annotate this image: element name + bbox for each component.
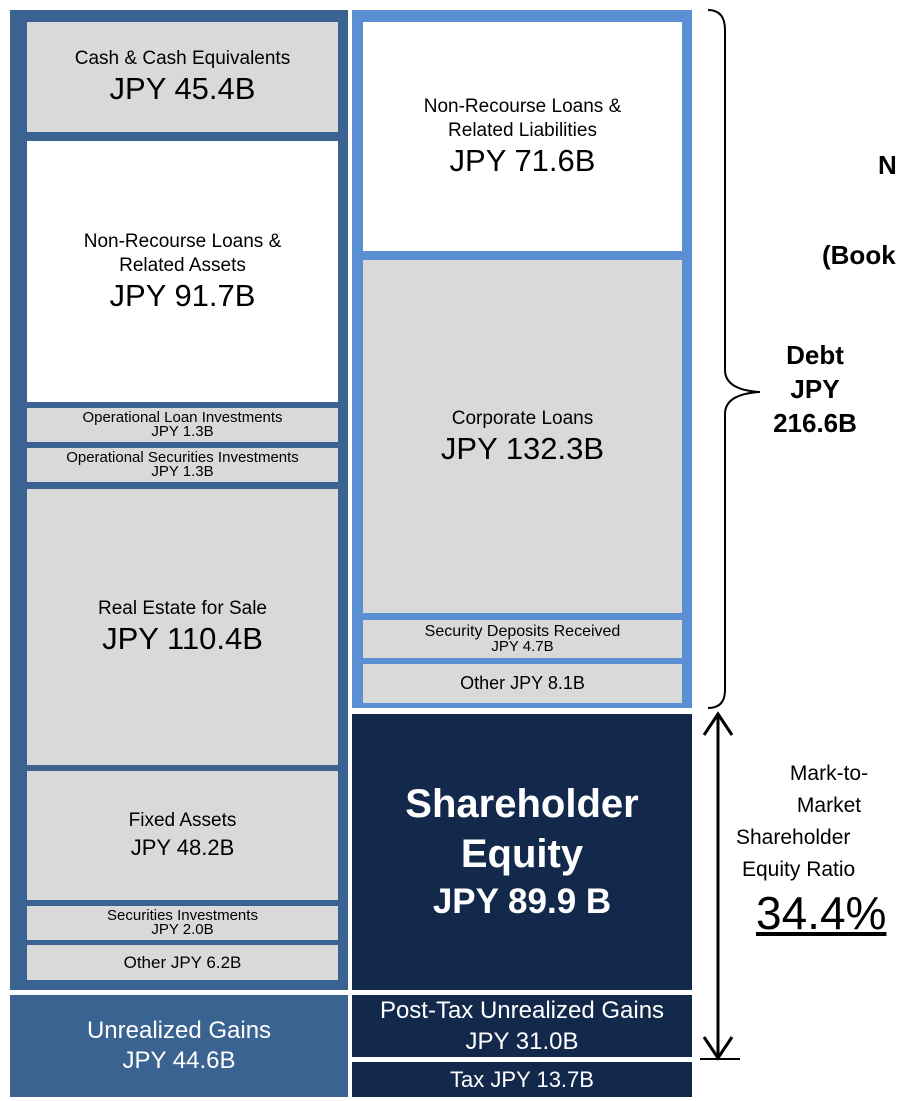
liability-box: Security Deposits Received JPY 4.7B [363,620,682,658]
asset-label: Real Estate for Sale [98,598,267,619]
asset-value: JPY 91.7B [109,277,256,313]
unrealized-label: Unrealized Gains [86,1017,272,1044]
unrealized-value: JPY 44.6B [122,1047,236,1074]
liability-box: Corporate Loans JPY 132.3B [363,260,682,613]
asset-box: Securities Investments JPY 2.0B [27,906,338,940]
asset-label: Cash & Cash Equivalents [74,48,291,69]
asset-box: Operational Securities Investments JPY 1… [27,448,338,482]
ratio-label: Mark-to- Market Shareholder Equity Ratio [734,758,924,886]
asset-label: Operational Loan Investments [82,409,283,426]
asset-box: Other JPY 6.2B [27,945,338,980]
ratio-line: Equity Ratio [742,858,856,881]
debt-line: JPY [790,374,840,404]
ratio-line: Mark-to- [789,762,869,785]
asset-value: JPY 1.3B [151,423,214,440]
liability-value: JPY 4.7B [491,638,554,655]
asset-box: Non-Recourse Loans & Related Assets JPY … [27,141,338,402]
ratio-line: Shareholder [736,826,851,849]
asset-box: Real Estate for Sale JPY 110.4B [27,489,338,765]
unrealized-box: Unrealized Gains JPY 44.6B [10,995,348,1097]
asset-value: JPY 48.2B [130,834,235,860]
equity-value: JPY 89.9 B [432,882,612,921]
debt-label: Debt JPY 216.6B [760,338,870,440]
asset-value: JPY 110.4B [102,621,263,656]
asset-box: Cash & Cash Equivalents JPY 45.4B [27,22,338,132]
ratio-value: 34.4% [756,887,887,939]
liability-label: Security Deposits Received [424,623,621,640]
liability-label: Corporate Loans [451,407,594,429]
liability-box: Non-Recourse Loans & Related Liabilities… [363,22,682,251]
post-tax-box: Post-Tax Unrealized Gains JPY 31.0B [352,995,692,1057]
asset-label: Securities Investments [107,907,258,924]
tax-box: Tax JPY 13.7B [352,1062,692,1097]
asset-label: Other JPY 6.2B [123,952,242,972]
tax-label: Tax JPY 13.7B [450,1066,594,1092]
asset-value: JPY 45.4B [109,71,256,106]
title-fragment: (Book [822,240,896,270]
asset-label: Operational Securities Investments [66,449,299,466]
liability-value: JPY 71.6B [449,142,596,178]
asset-label: Fixed Assets [128,809,237,831]
asset-box: Operational Loan Investments JPY 1.3B [27,408,338,442]
debt-brace [707,9,761,709]
asset-value: JPY 2.0B [151,921,214,938]
debt-line: Debt [786,340,844,370]
liability-label: Non-Recourse Loans & Related Liabilities [423,95,622,141]
ratio-line: Market [796,794,862,817]
liability-label: Other JPY 8.1B [460,673,585,693]
asset-box: Fixed Assets JPY 48.2B [27,771,338,900]
asset-label: Non-Recourse Loans & Related Assets [83,230,282,276]
asset-value: JPY 1.3B [151,463,214,480]
liability-box: Other JPY 8.1B [363,664,682,703]
debt-line: 216.6B [773,408,857,438]
equity-box: Shareholder Equity JPY 89.9 B [352,714,692,990]
post-tax-label: Post-Tax Unrealized Gains JPY 31.0B [379,997,665,1055]
title-fragment: N [878,150,897,180]
liability-value: JPY 132.3B [440,430,605,466]
equity-label: Shareholder Equity [405,782,639,876]
